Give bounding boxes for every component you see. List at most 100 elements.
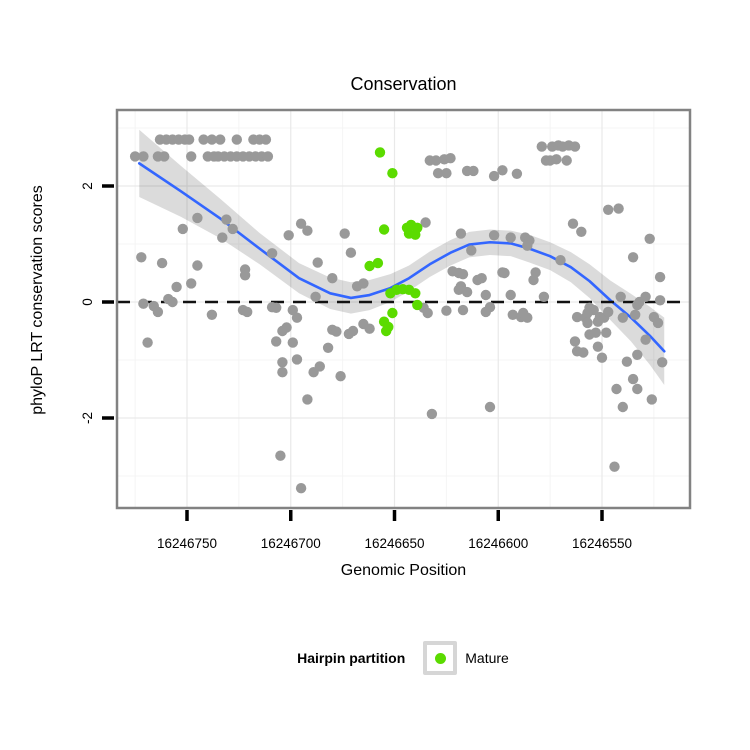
data-point — [206, 134, 218, 145]
data-point — [283, 230, 294, 241]
gridlines — [117, 110, 690, 508]
data-point — [266, 248, 278, 259]
data-point — [640, 334, 651, 345]
data-point — [192, 212, 203, 224]
data-point — [578, 347, 589, 358]
mature-point — [387, 168, 398, 179]
data-point — [497, 165, 508, 176]
data-point — [262, 151, 274, 162]
data-point — [453, 284, 464, 295]
data-point — [136, 252, 147, 263]
y-tick-label: 2 — [80, 182, 95, 190]
x-axis-title: Genomic Position — [340, 562, 467, 579]
data-point — [156, 257, 168, 269]
data-point — [582, 317, 593, 329]
data-point — [569, 336, 581, 347]
data-point — [159, 151, 170, 162]
data-point — [206, 309, 218, 320]
data-point — [441, 168, 452, 179]
data-point — [167, 296, 178, 308]
data-point — [488, 170, 500, 182]
data-point — [295, 218, 307, 229]
conservation-plot: 16246750 16246700 16246650 16246600 16246550… — [80, 108, 692, 551]
data-point — [617, 401, 628, 413]
data-point — [499, 267, 510, 279]
y-tick-label: 0 — [80, 298, 95, 306]
data-point — [322, 342, 334, 353]
plot-title: Conservation — [350, 74, 457, 94]
data-point — [242, 306, 253, 318]
data-point — [152, 306, 164, 318]
mature-point — [364, 260, 375, 272]
data-point — [138, 151, 149, 162]
data-point — [461, 286, 473, 298]
data-point — [621, 356, 633, 367]
data-point — [186, 278, 197, 289]
data-point — [186, 151, 197, 162]
data-point — [644, 233, 655, 244]
data-point — [592, 341, 604, 352]
mature-point-icon — [434, 652, 446, 664]
mature-point — [372, 257, 384, 269]
data-point — [302, 394, 313, 405]
data-point — [617, 312, 628, 323]
data-point — [347, 325, 359, 337]
mature-point — [374, 147, 386, 158]
data-point — [466, 245, 477, 256]
data-point — [221, 214, 232, 225]
data-point — [582, 307, 593, 319]
data-point — [275, 450, 286, 461]
data-point — [295, 483, 307, 494]
data-point — [171, 281, 182, 293]
panel-border — [115, 108, 692, 510]
data-point — [518, 307, 529, 319]
data-point — [314, 361, 325, 372]
data-point — [657, 357, 668, 368]
data-point — [142, 337, 153, 348]
data-point — [522, 240, 533, 251]
data-point — [596, 352, 608, 363]
data-point — [536, 141, 547, 152]
data-point — [611, 383, 622, 395]
data-point — [528, 274, 539, 286]
data-point — [592, 316, 604, 327]
data-point — [198, 134, 209, 145]
data-point — [476, 273, 487, 284]
data-point — [555, 255, 566, 266]
data-point — [488, 230, 500, 241]
data-point — [613, 203, 624, 214]
legend: Hairpin partition Mature — [28, 637, 750, 679]
legend-title: Hairpin partition — [297, 650, 406, 666]
data-point — [291, 354, 303, 365]
data-point — [217, 232, 228, 243]
mature-point — [412, 299, 423, 311]
data-point — [430, 155, 442, 166]
mature-point — [381, 325, 392, 337]
data-point — [271, 336, 282, 347]
data-point — [260, 134, 272, 145]
data-point — [480, 306, 491, 318]
data-point — [615, 291, 626, 302]
smooth-line — [137, 162, 666, 353]
data-point — [511, 168, 523, 179]
x-tick-label: 16246600 — [468, 536, 528, 551]
data-point — [277, 357, 288, 368]
data-point — [551, 154, 562, 165]
data-point — [432, 168, 444, 179]
data-point — [192, 260, 203, 271]
data-point — [538, 291, 550, 302]
scatter-points — [129, 134, 668, 494]
legend-key-box — [423, 641, 458, 675]
data-point — [601, 327, 612, 338]
data-point — [445, 153, 456, 164]
mature-point — [410, 229, 421, 240]
data-point — [603, 204, 614, 215]
data-point — [291, 312, 303, 323]
data-point — [484, 401, 496, 413]
data-point — [455, 228, 467, 239]
data-point — [331, 326, 342, 337]
data-point — [310, 291, 321, 302]
mature-point — [387, 307, 398, 319]
x-tick-label: 16246750 — [157, 536, 217, 551]
data-point — [287, 304, 298, 316]
